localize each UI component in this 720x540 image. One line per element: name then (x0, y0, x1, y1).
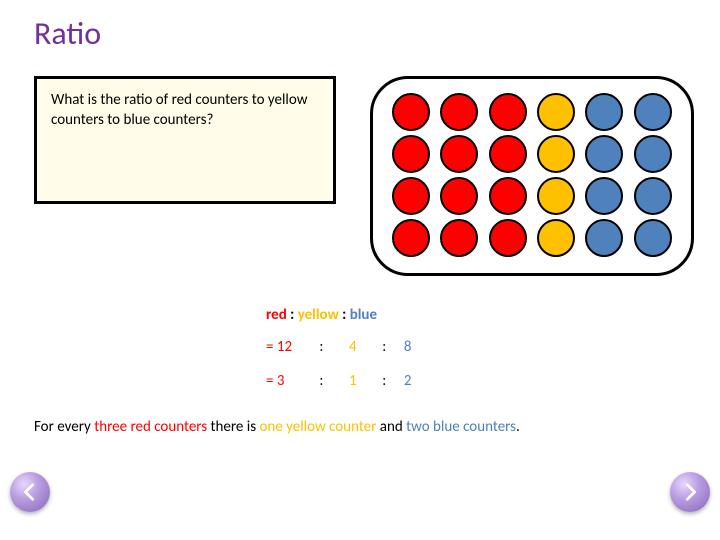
eq-colon: : (374, 372, 394, 390)
sentence-part: . (516, 418, 520, 436)
counter-red (489, 177, 527, 215)
eq-yellow: 1 (335, 372, 371, 390)
label-yellow: yellow (298, 306, 339, 324)
ratio-simplified: = 3 : 1 : 2 (266, 372, 418, 390)
counter-red (440, 219, 478, 257)
counter-red (440, 135, 478, 173)
counter-grid (370, 76, 694, 276)
sentence-part: there is (207, 418, 259, 436)
chevron-left-icon (19, 481, 41, 503)
counter-yellow (537, 177, 575, 215)
counter-blue (585, 177, 623, 215)
eq-yellow: 4 (335, 338, 371, 356)
counter-red (392, 93, 430, 131)
counter-row (387, 219, 677, 257)
counter-yellow (537, 135, 575, 173)
prev-button[interactable] (10, 472, 50, 512)
ratio-unsimplified: = 12 : 4 : 8 (266, 338, 418, 356)
counter-red (392, 135, 430, 173)
label-red: red (266, 306, 287, 324)
sentence-part: and (376, 418, 406, 436)
counter-blue (585, 93, 623, 131)
counter-red (489, 93, 527, 131)
eq-blue: 8 (398, 338, 418, 356)
counter-yellow (537, 219, 575, 257)
counter-red (489, 219, 527, 257)
sentence-blue: two blue counters (406, 418, 516, 436)
label-sep: : (339, 306, 350, 324)
counter-red (489, 135, 527, 173)
eq-colon: : (311, 372, 331, 390)
summary-sentence: For every three red counters there is on… (34, 418, 520, 436)
eq-colon: : (311, 338, 331, 356)
eq-red: = 3 (266, 372, 308, 390)
counter-blue (634, 93, 672, 131)
counter-blue (634, 135, 672, 173)
counter-blue (634, 219, 672, 257)
sentence-yellow: one yellow counter (260, 418, 377, 436)
counter-blue (585, 135, 623, 173)
counter-blue (585, 219, 623, 257)
chevron-right-icon (679, 481, 701, 503)
counter-red (440, 177, 478, 215)
eq-red: = 12 (266, 338, 308, 356)
counter-yellow (537, 93, 575, 131)
ratio-label: red : yellow : blue (266, 306, 377, 324)
page-title: Ratio (34, 14, 101, 53)
label-blue: blue (350, 306, 377, 324)
counter-red (392, 219, 430, 257)
counter-row (387, 93, 677, 131)
eq-blue: 2 (398, 372, 418, 390)
eq-colon: : (374, 338, 394, 356)
label-sep: : (287, 306, 298, 324)
question-text: What is the ratio of red counters to yel… (51, 91, 307, 129)
counter-blue (634, 177, 672, 215)
counter-row (387, 135, 677, 173)
sentence-red: three red counters (94, 418, 207, 436)
counter-row (387, 177, 677, 215)
counter-red (392, 177, 430, 215)
sentence-part: For every (34, 418, 94, 436)
question-box: What is the ratio of red counters to yel… (34, 76, 336, 204)
counter-red (440, 93, 478, 131)
next-button[interactable] (670, 472, 710, 512)
